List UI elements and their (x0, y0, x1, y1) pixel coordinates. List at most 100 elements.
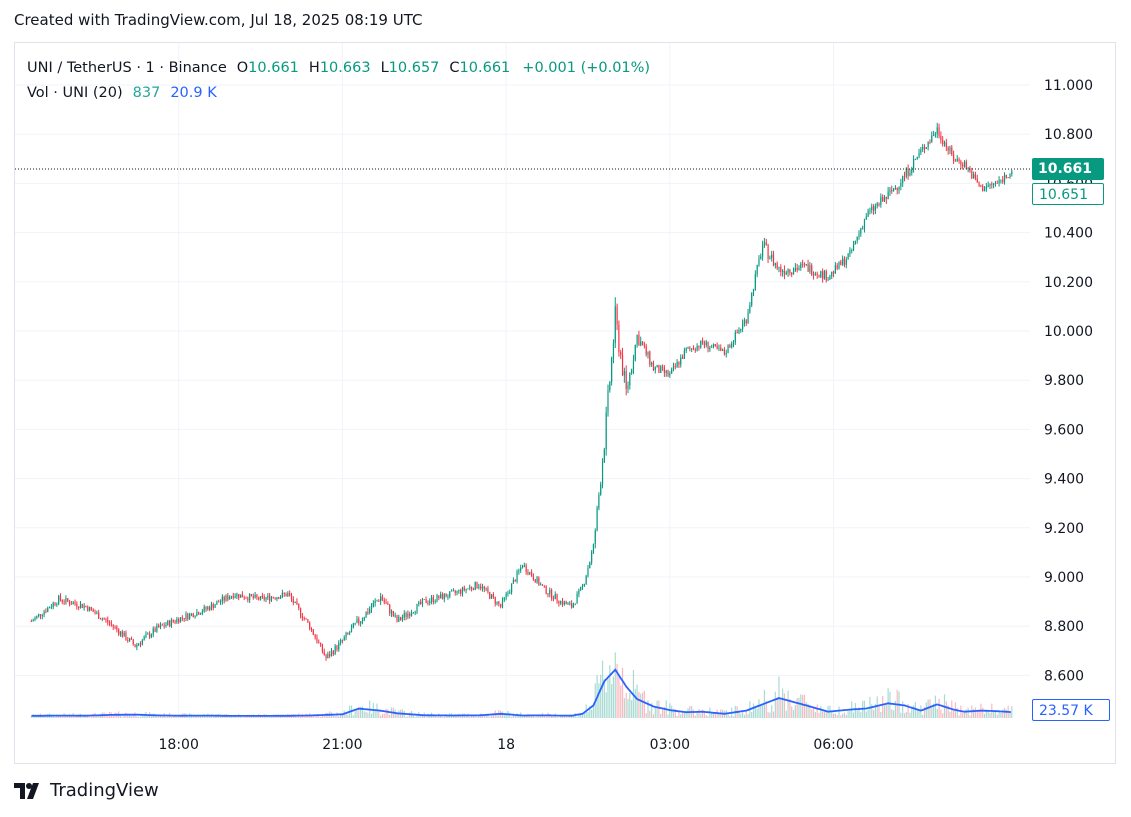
candle-body (472, 588, 474, 590)
volume-bar (378, 711, 380, 718)
tradingview-brand[interactable]: TradingView (14, 780, 159, 801)
candle-body (703, 343, 705, 346)
volume-bar (927, 699, 929, 718)
candle-body (125, 632, 127, 641)
volume-bar (128, 714, 131, 718)
volume-bar (521, 716, 524, 718)
volume-bar (347, 714, 349, 718)
volume-bar (545, 716, 547, 718)
volume-bar (67, 715, 69, 718)
volume-bar (250, 716, 253, 718)
volume-bar (678, 711, 680, 718)
candle-body (787, 269, 789, 273)
candle-body (350, 627, 353, 633)
x-tick-label: 18 (497, 737, 515, 753)
candle-body (179, 617, 182, 623)
candle-body (580, 586, 582, 590)
volume-bar (381, 713, 384, 718)
candle-body (669, 373, 671, 376)
volume-bar (623, 698, 625, 718)
candle-body (294, 601, 296, 603)
open-value: 10.661 (248, 59, 299, 76)
candle-body (45, 611, 47, 613)
volume-bar (552, 716, 555, 718)
volume-bar (161, 716, 163, 718)
volume-bar (674, 709, 676, 718)
volume-bar (123, 714, 125, 718)
candle-body (809, 265, 811, 272)
volume-bar (119, 716, 122, 718)
volume-bar (41, 716, 43, 718)
volume-bar (822, 711, 824, 718)
volume-bar (340, 714, 342, 718)
candle-body (1011, 171, 1013, 175)
volume-bar (878, 706, 880, 718)
candle-body (43, 611, 45, 616)
candle-body (218, 601, 220, 603)
candle-body (156, 625, 158, 632)
volume-bar (581, 714, 584, 718)
candle-body (721, 349, 724, 351)
volume-bar (96, 715, 98, 718)
volume-bar (956, 708, 958, 718)
candle-body (485, 588, 487, 590)
volume-bar (514, 715, 516, 718)
candle-body (421, 599, 424, 604)
candle-body (534, 579, 536, 583)
candle-body (681, 357, 684, 359)
candle-body (301, 615, 304, 619)
candle-body (963, 161, 966, 167)
candle-body (145, 634, 147, 637)
volume-bar (358, 706, 360, 718)
candle-body (831, 271, 833, 277)
candle-body (150, 634, 153, 638)
candle-body (458, 589, 460, 592)
candle-body (138, 643, 140, 645)
volume-bar (645, 713, 647, 718)
symbol-title[interactable]: UNI / TetherUS · 1 · Binance (27, 59, 227, 76)
candle-body (872, 206, 875, 211)
volume-bar (496, 714, 498, 718)
candle-body (556, 594, 558, 602)
volume-bar (483, 714, 485, 718)
volume-bar (609, 665, 611, 718)
candle-body (181, 617, 183, 619)
candle-body (272, 597, 274, 599)
volume-bar (214, 715, 216, 718)
y-tick-label: 8.800 (1044, 619, 1084, 635)
chart-frame[interactable] (14, 42, 1116, 764)
volume-bar (800, 694, 802, 718)
candle-body (165, 624, 167, 627)
candle-body (982, 185, 984, 192)
volume-bar (620, 685, 622, 718)
candle-body (1002, 179, 1004, 182)
volume-bar (254, 716, 256, 718)
candle-body (83, 605, 85, 608)
x-tick-label: 18:00 (159, 737, 199, 753)
volume-title[interactable]: Vol · UNI (20) (27, 84, 123, 101)
candle-body (159, 624, 162, 628)
candle-body (907, 168, 909, 176)
volume-bar (714, 712, 716, 718)
candle-body (163, 625, 165, 627)
x-tick-label: 03:00 (650, 737, 690, 753)
candle-body (223, 596, 225, 601)
candle-body (994, 183, 997, 184)
volume-bar (241, 717, 243, 718)
candle-body (329, 654, 331, 657)
candle-body (219, 601, 222, 603)
volume-bar (631, 700, 633, 718)
candle-body (632, 360, 635, 370)
volume-bar (663, 706, 665, 718)
candle-body (56, 603, 58, 605)
candle-body (803, 263, 806, 265)
volume-bar (1003, 707, 1006, 718)
candle-body (112, 624, 114, 627)
candle-body (134, 644, 136, 648)
candle-body (141, 639, 143, 645)
volume-bar (389, 714, 391, 718)
volume-bar (127, 714, 129, 718)
y-tick-label: 10.000 (1044, 324, 1093, 340)
candle-body (81, 603, 83, 608)
